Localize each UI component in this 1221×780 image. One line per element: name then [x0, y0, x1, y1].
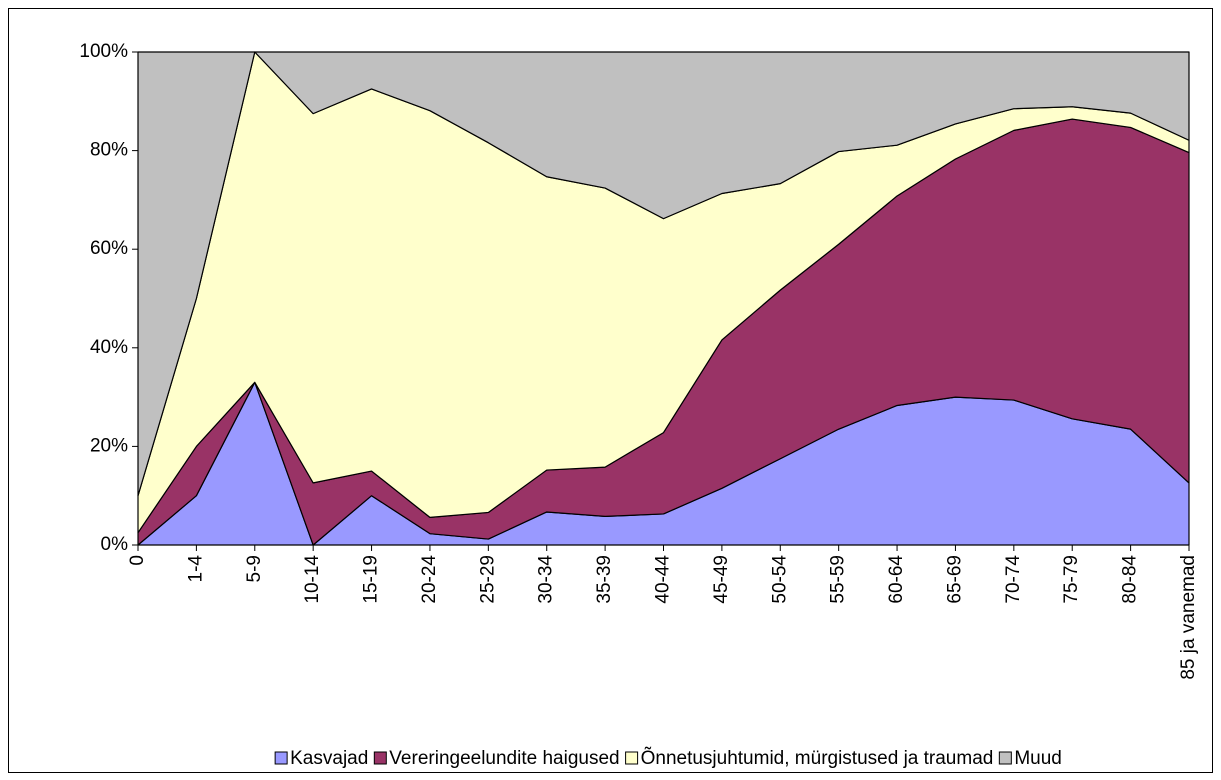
- x-tick-label: 1-4: [185, 555, 206, 583]
- x-tick-label: 50-54: [769, 555, 790, 604]
- legend-label: Muud: [1014, 748, 1062, 769]
- x-tick-label: 40-44: [653, 555, 674, 604]
- y-tick-label: 40%: [90, 337, 128, 358]
- legend: Kasvajad Vereringeelundite haigused Õnnetu…: [274, 747, 1062, 769]
- y-tick-label: 60%: [90, 238, 128, 259]
- x-tick-label: 80-84: [1120, 555, 1141, 604]
- x-tick-label: 65-69: [944, 555, 965, 604]
- x-tick-label: 60-64: [886, 555, 907, 604]
- x-tick-label: 55-59: [828, 555, 849, 604]
- x-tick-label: 0: [127, 555, 148, 566]
- y-tick-label: 100%: [79, 41, 128, 62]
- legend-label: Kasvajad: [290, 748, 368, 769]
- legend-swatch: [998, 751, 1012, 765]
- x-tick-label: 70-74: [1003, 555, 1024, 604]
- legend-swatch: [373, 751, 387, 765]
- legend-swatch: [625, 751, 639, 765]
- legend-label: Õnnetusjuhtumid, mürgistused ja traumad: [641, 747, 994, 769]
- x-tick-label: 30-34: [536, 555, 557, 604]
- x-tick-label: 15-19: [361, 555, 382, 604]
- x-tick-label: 25-29: [477, 555, 498, 604]
- x-tick-label: 35-39: [594, 555, 615, 604]
- x-tick-label: 45-49: [711, 555, 732, 604]
- x-tick-label: 10-14: [302, 555, 323, 604]
- legend-swatch: [274, 751, 288, 765]
- area: [137, 51, 1190, 497]
- y-tick-label: 20%: [90, 435, 128, 456]
- y-tick-label: 0%: [101, 534, 129, 555]
- y-tick-label: 80%: [90, 140, 128, 161]
- x-tick-label: 75-79: [1061, 555, 1082, 604]
- legend-label: Vereringeelundite haigused: [389, 748, 619, 769]
- x-tick-label: 5-9: [244, 555, 265, 582]
- x-tick-label: 85 ja vanemad: [1178, 555, 1199, 680]
- x-tick-label: 20-24: [419, 555, 440, 604]
